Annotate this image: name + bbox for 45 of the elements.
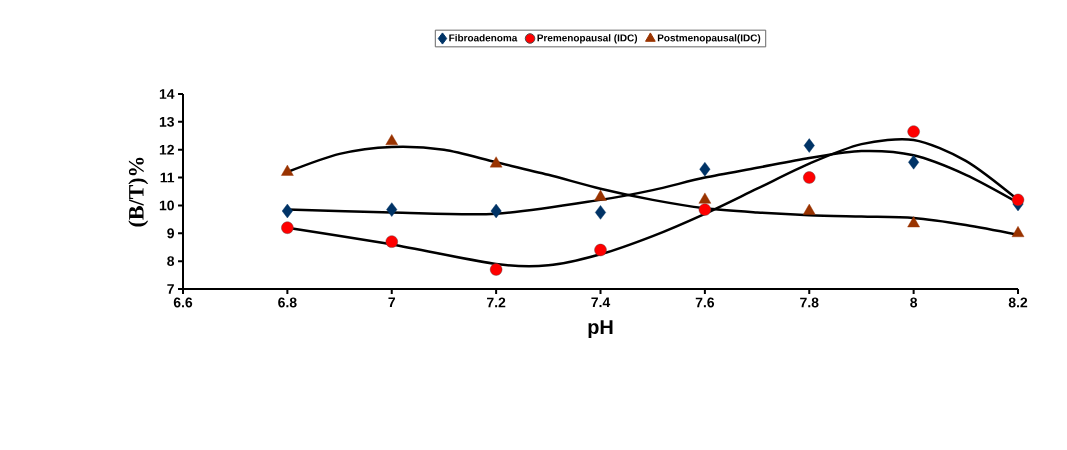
y-tick-label: 14 xyxy=(159,89,175,99)
x-tick-label: 6.8 xyxy=(278,297,297,308)
point xyxy=(698,192,712,204)
legend-label: Fibroadenoma xyxy=(449,34,518,42)
point xyxy=(594,243,607,257)
point xyxy=(1011,193,1025,207)
point xyxy=(385,134,398,146)
y-tick-label: 9 xyxy=(167,228,174,239)
y-axis-title: (B/T)% xyxy=(128,157,149,227)
point xyxy=(489,263,503,276)
x-tick-label: 7.2 xyxy=(487,297,506,308)
point xyxy=(489,156,503,168)
x-tick-label: 7 xyxy=(388,297,396,308)
point xyxy=(907,216,920,228)
point xyxy=(698,203,712,216)
point xyxy=(908,155,920,170)
point xyxy=(594,189,607,201)
y-tick-label: 10 xyxy=(159,200,174,211)
x-tick-label: 8 xyxy=(910,297,918,308)
y-tick-label: 13 xyxy=(159,116,174,127)
point xyxy=(281,203,293,219)
point xyxy=(386,202,398,217)
point xyxy=(907,125,920,138)
point xyxy=(281,164,294,176)
point xyxy=(595,205,606,220)
point xyxy=(699,162,711,177)
legend-label: Premenopausal (IDC) xyxy=(537,34,638,44)
x-tick-label: 7.4 xyxy=(591,297,611,308)
y-tick-label: 8 xyxy=(167,256,175,267)
x-axis-title: pH xyxy=(588,320,613,339)
point xyxy=(385,235,398,248)
x-tick-label: 7.8 xyxy=(800,297,819,308)
point xyxy=(803,203,816,215)
point xyxy=(490,203,502,219)
point xyxy=(803,138,815,153)
legend-label: Postmenopausal(IDC) xyxy=(657,34,761,44)
x-tick-label: 8.2 xyxy=(1008,297,1028,308)
y-tick-label: 12 xyxy=(159,144,174,155)
point xyxy=(1011,226,1025,237)
y-tick-label: 11 xyxy=(160,172,175,183)
x-tick-label: 7.6 xyxy=(695,297,715,308)
y-tick-label: 7 xyxy=(167,284,174,294)
point xyxy=(803,171,816,184)
point xyxy=(281,221,294,234)
x-tick-label: 6.6 xyxy=(173,297,193,308)
